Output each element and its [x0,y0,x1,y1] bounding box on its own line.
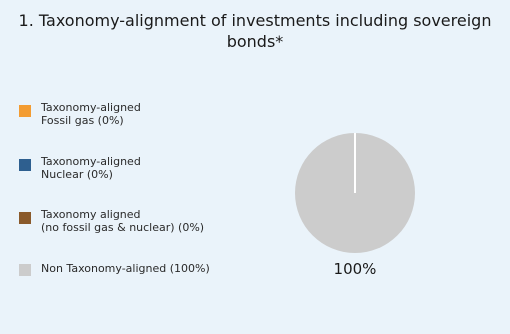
legend-label-non-aligned: Non Taxonomy-aligned (100%) [41,262,210,275]
legend-swatch-fossil-gas [19,105,31,117]
legend-swatch-other-aligned [19,212,31,224]
legend-label-line: (no fossil gas & nuclear) (0%) [41,221,205,234]
chart-title-line-2: bonds* [226,32,284,51]
legend-label-fossil-gas: Taxonomy-aligned Fossil gas (0%) [41,101,141,127]
legend-swatch-nuclear [19,159,31,171]
legend-label-nuclear: Taxonomy-aligned Nuclear (0%) [41,155,141,181]
legend-label-line: Taxonomy-aligned [41,155,141,168]
pie-chart [293,131,417,255]
chart-title-line-1: 1. Taxonomy-alignment of investments inc… [18,11,492,30]
pie-data-label: 100% [333,260,377,278]
legend-swatch-non-aligned [19,264,31,276]
legend-label-line: Fossil gas (0%) [41,114,124,127]
pie-chart-svg [295,133,415,253]
legend-label-line: Nuclear (0%) [41,168,113,181]
legend-label-line: Taxonomy aligned [41,208,141,221]
legend-label-line: Taxonomy-aligned [41,101,141,114]
chart-title: 1. Taxonomy-alignment of investments inc… [0,10,510,52]
legend-label-other-aligned: Taxonomy aligned (no fossil gas & nuclea… [41,208,204,234]
legend-label-line: Non Taxonomy-aligned (100%) [41,262,210,275]
